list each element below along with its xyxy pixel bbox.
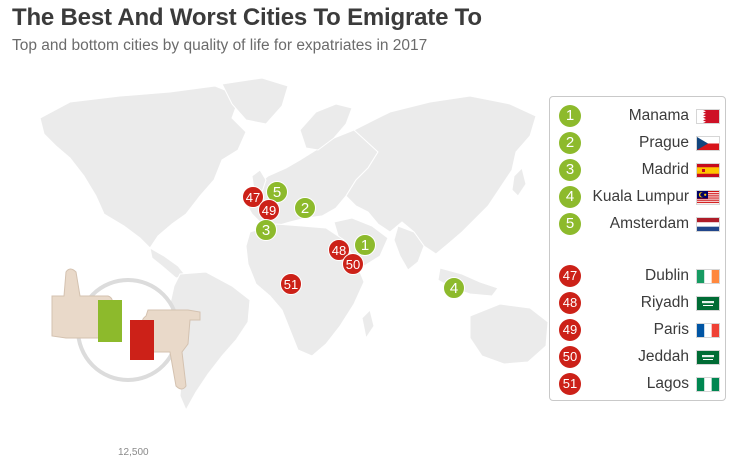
malaysia-flag-icon <box>696 190 720 205</box>
france-flag-icon <box>696 323 720 338</box>
legend-rank-badge: 4 <box>559 186 581 208</box>
japan-landmass <box>511 167 527 197</box>
legend-city-name: Paris <box>653 321 689 338</box>
southeast-asia-islands <box>437 267 499 297</box>
legend-city-name: Dublin <box>645 267 689 284</box>
legend-city-name: Madrid <box>641 161 689 178</box>
australia-landmass <box>469 303 549 365</box>
ranking-legend: 1 Manama 2 Prague 3 Madrid 4 Kuala Lumpur 5 Amste… <box>549 96 726 401</box>
legend-row-jeddah: 50 Jeddah <box>550 346 727 368</box>
legend-rank-badge: 50 <box>559 346 581 368</box>
bahrain-flag-icon <box>696 109 720 124</box>
legend-city-name: Lagos <box>646 375 689 392</box>
czech-flag-icon <box>696 136 720 151</box>
india-landmass <box>393 225 425 271</box>
legend-rank-badge: 47 <box>559 265 581 287</box>
map-marker-paris: 49 <box>258 199 280 221</box>
red-bar <box>130 320 154 360</box>
legend-city-name: Kuala Lumpur <box>592 188 689 205</box>
footer-number: 12,500 <box>118 447 149 458</box>
legend-row-dublin: 47 Dublin <box>550 265 727 287</box>
legend-city-name: Riyadh <box>640 294 689 311</box>
legend-city-name: Prague <box>639 134 689 151</box>
legend-rank-badge: 49 <box>559 319 581 341</box>
page-title: The Best And Worst Cities To Emigrate To <box>12 4 482 31</box>
map-marker-prague: 2 <box>294 197 316 219</box>
map-marker-amsterdam: 5 <box>266 181 288 203</box>
legend-row-paris: 49 Paris <box>550 319 727 341</box>
map-marker-lagos: 51 <box>280 273 302 295</box>
netherlands-flag-icon <box>696 217 720 232</box>
legend-rank-badge: 48 <box>559 292 581 314</box>
saudi-arabia-flag-icon <box>696 296 720 311</box>
ireland-flag-icon <box>696 269 720 284</box>
nigeria-flag-icon <box>696 377 720 392</box>
north-america-landmass <box>39 85 247 249</box>
legend-row-manama: 1 Manama <box>550 105 727 127</box>
map-marker-dublin: 47 <box>242 186 264 208</box>
asia-landmass <box>345 95 537 255</box>
thumbs-up-down-icon <box>51 268 201 390</box>
scandinavia-landmass <box>299 103 353 151</box>
legend-rank-badge: 2 <box>559 132 581 154</box>
green-bar <box>98 300 122 342</box>
map-marker-kuala-lumpur: 4 <box>443 277 465 299</box>
legend-rank-badge: 51 <box>559 373 581 395</box>
legend-row-riyadh: 48 Riyadh <box>550 292 727 314</box>
madagascar-landmass <box>361 309 375 340</box>
legend-rank-badge: 3 <box>559 159 581 181</box>
spain-flag-icon <box>696 163 720 178</box>
map-marker-manama: 1 <box>354 234 376 256</box>
legend-rank-badge: 1 <box>559 105 581 127</box>
legend-row-madrid: 3 Madrid <box>550 159 727 181</box>
legend-row-lagos: 51 Lagos <box>550 373 727 395</box>
legend-row-prague: 2 Prague <box>550 132 727 154</box>
greenland-landmass <box>221 77 289 125</box>
page-subtitle: Top and bottom cities by quality of life… <box>12 37 428 54</box>
map-marker-jeddah: 50 <box>342 253 364 275</box>
legend-row-amsterdam: 5 Amsterdam <box>550 213 727 235</box>
legend-row-kuala-lumpur: 4 Kuala Lumpur <box>550 186 727 208</box>
saudi-arabia-flag-icon <box>696 350 720 365</box>
legend-city-name: Jeddah <box>638 348 689 365</box>
map-marker-madrid: 3 <box>255 219 277 241</box>
legend-city-name: Amsterdam <box>609 215 689 232</box>
legend-city-name: Manama <box>628 107 689 124</box>
legend-rank-badge: 5 <box>559 213 581 235</box>
